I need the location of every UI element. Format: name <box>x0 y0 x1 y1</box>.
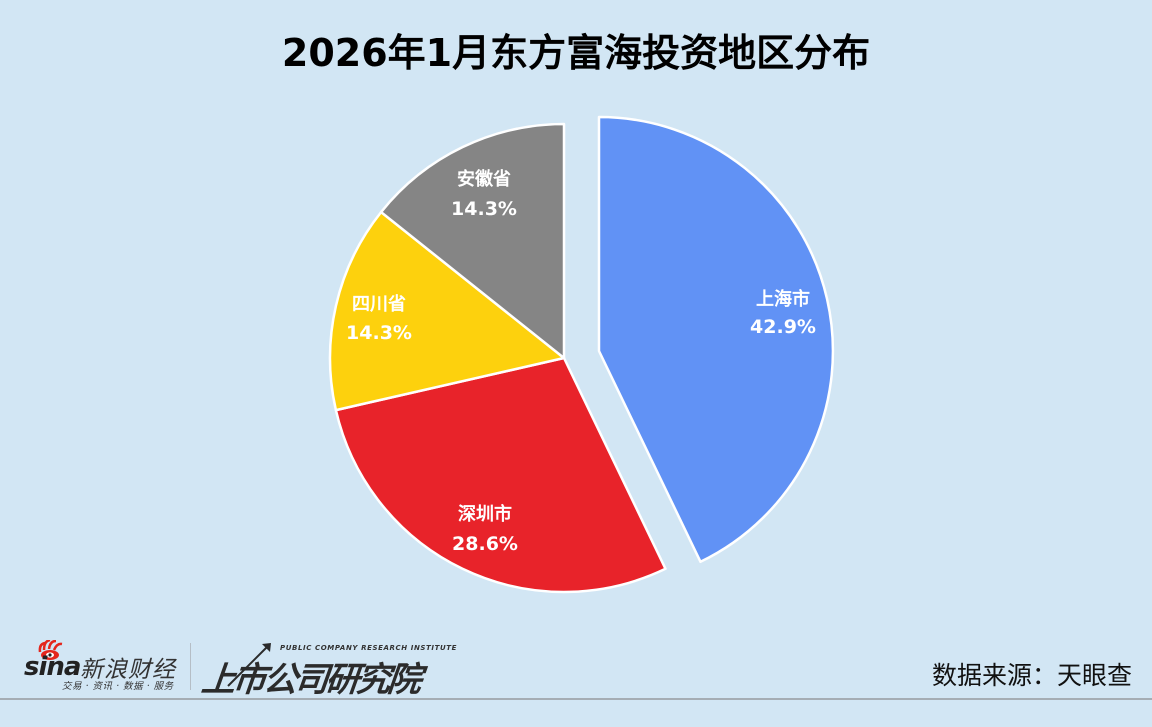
arrow-up-icon <box>227 643 271 687</box>
sina-wordmark: sina <box>24 652 81 682</box>
pie-slice-anhui[interactable] <box>379 122 566 360</box>
slice-label-sichuan-name: 四川省 <box>352 294 406 315</box>
pie-slice-shenzhen[interactable] <box>334 356 667 594</box>
data-source: 数据来源：天眼查 <box>931 661 1132 690</box>
chart-title: 2026年1月东方富海投资地区分布 <box>281 31 871 75</box>
slice-label-sichuan-pct: 14.3% <box>346 322 412 344</box>
sina-finance-name: 新浪财经 <box>80 657 176 683</box>
slice-label-anhui-pct: 14.3% <box>451 198 517 220</box>
sina-finance-tagline: 交易 · 资讯 · 数据 · 服务 <box>62 681 174 692</box>
institute-chinese-name: 上市公司研究院 <box>199 660 421 700</box>
pie-slice-sichuan[interactable] <box>328 210 566 412</box>
footer-divider-line <box>0 698 1152 700</box>
pie-slice-shanghai[interactable] <box>597 115 835 564</box>
slice-label-anhui-name: 安徽省 <box>457 169 511 190</box>
slice-label-shanghai-pct: 42.9% <box>750 316 816 338</box>
sina-finance-logo: sina 新浪财经 交易 · 资讯 · 数据 · 服务 <box>22 640 182 692</box>
slice-label-shenzhen-pct: 28.6% <box>452 533 518 555</box>
institute-english-name: PUBLIC COMPANY RESEARCH INSTITUTE <box>280 644 458 652</box>
slice-label-shanghai-name: 上海市 <box>756 289 810 310</box>
slice-label-shenzhen-name: 深圳市 <box>458 504 512 525</box>
sina-eye-icon <box>38 640 63 660</box>
logo-divider <box>190 643 191 690</box>
research-institute-logo: PUBLIC COMPANY RESEARCH INSTITUTE 上市公司研究… <box>200 640 456 700</box>
